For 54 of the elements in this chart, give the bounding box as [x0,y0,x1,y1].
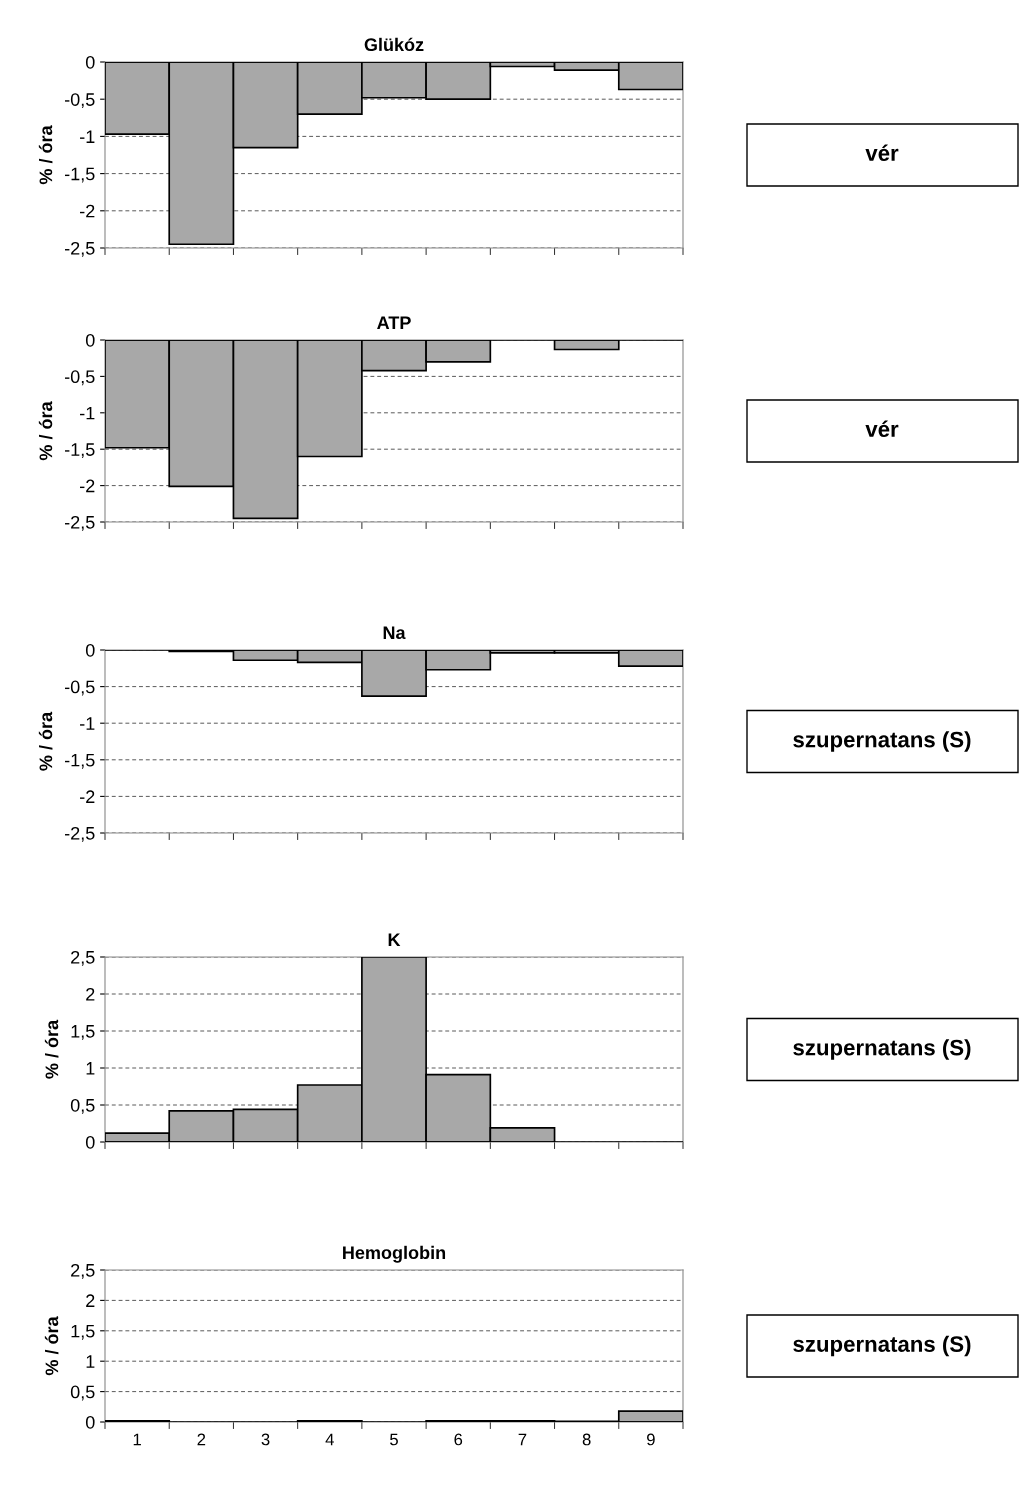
x-tick-label: 3 [261,1433,270,1446]
text: vér [865,144,899,161]
y-tick-label: -0,5 [64,680,95,696]
y-tick-label: -1,5 [64,167,95,183]
chart-title: Hemoglobin [343,1245,446,1263]
y-tick-label: 2,5 [71,950,95,966]
y-tick-label: -1,5 [64,753,95,769]
y-tick-label: -1 [80,406,95,420]
y-tick-label: -1 [80,130,95,143]
y-tick-label: -2 [80,790,95,803]
y-tick-label: 0,5 [70,1385,95,1401]
y-tick-label: 1 [86,1062,95,1075]
y-axis-title: % / óra [38,401,53,461]
y-tick-label: 1,5 [71,1324,95,1340]
y-tick-label: 1,5 [71,1025,95,1040]
chart-title: ATP [377,316,411,329]
y-tick-label: 1 [86,1355,95,1368]
x-tick-label: 5 [390,1433,398,1446]
x-tick-label: 7 [518,1433,527,1446]
text: szupernatans (S) [793,731,971,752]
y-tick-label: -0,5 [64,93,95,109]
y-tick-label: -0,5 [64,370,95,386]
x-tick-label: 8 [582,1433,591,1446]
y-tick-label: -2,5 [64,515,95,531]
chart-title: Na [383,626,406,640]
y-axis-title: % / óra [38,125,53,185]
y-tick-label: 2,5 [71,1263,95,1279]
y-tick-label: 2 [86,987,95,1001]
x-tick-label: 6 [454,1433,463,1446]
y-tick-label: -2,5 [64,241,95,257]
y-tick-label: -2,5 [64,826,95,842]
text: szupernatans (S) [793,1335,971,1357]
y-tick-label: 2 [86,1294,95,1307]
x-tick-label: 1 [133,1433,141,1446]
y-tick-label: 0 [85,1415,95,1429]
y-tick-label: 0 [85,643,95,657]
y-axis-title: % / óra [44,1019,59,1079]
y-tick-label: 0 [85,55,95,69]
y-axis-title: % / óra [38,711,53,771]
text: vér [865,420,899,437]
x-tick-label: 4 [325,1433,334,1446]
y-axis-title: % / óra [44,1316,59,1376]
chart-title: Glükóz [364,37,424,52]
chart-title: K [388,933,401,946]
y-tick-label: 0 [85,1135,95,1149]
y-tick-label: 0,5 [70,1098,95,1114]
y-tick-label: 0 [85,333,95,347]
y-tick-label: -1 [80,717,95,730]
y-tick-label: -1,5 [64,443,95,459]
x-tick-label: 9 [647,1433,655,1446]
text: szupernatans (S) [793,1039,971,1060]
y-tick-label: -2 [80,204,95,218]
y-tick-label: -2 [80,479,95,493]
x-tick-label: 2 [197,1433,206,1446]
